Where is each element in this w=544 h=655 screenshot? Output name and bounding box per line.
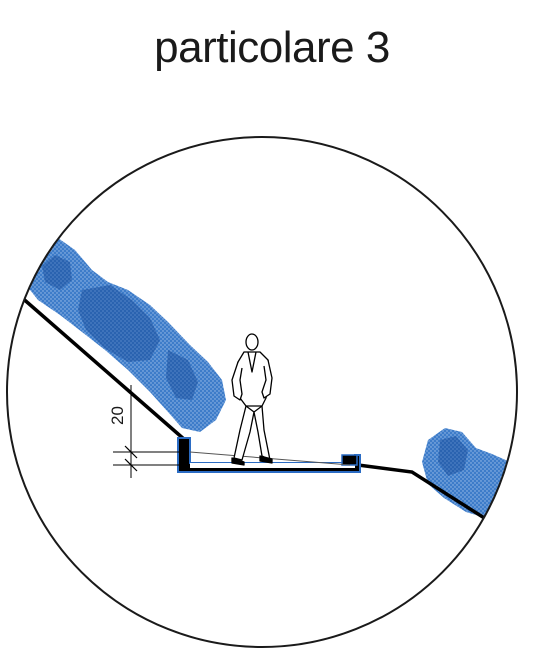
ground-profile-right bbox=[357, 463, 501, 530]
tree-canopy-icon bbox=[422, 428, 516, 518]
ground-profile-left bbox=[18, 294, 187, 442]
detail-circle-content bbox=[18, 238, 516, 530]
tree-canopy-icon bbox=[26, 238, 226, 432]
dimension-marker-icon: 20 bbox=[108, 385, 182, 478]
detail-title: particolare 3 bbox=[154, 23, 390, 72]
dimension-label: 20 bbox=[108, 406, 127, 425]
walking-person-icon bbox=[231, 333, 273, 466]
detail-circle bbox=[6, 136, 518, 648]
